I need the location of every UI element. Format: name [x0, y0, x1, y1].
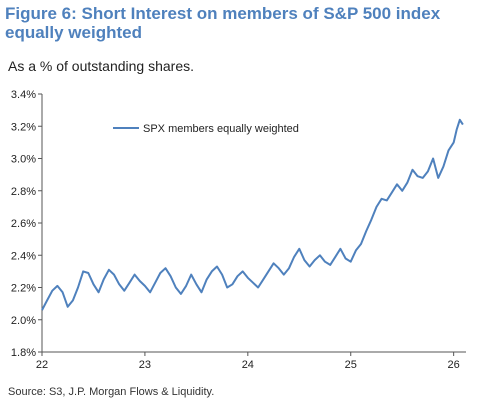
x-tick-label: 22: [36, 359, 48, 371]
figure-title: Figure 6: Short Interest on members of S…: [5, 4, 441, 42]
y-tick-label: 2.4%: [11, 250, 36, 262]
y-tick-label: 3.4%: [11, 89, 36, 101]
figure-subtitle: As a % of outstanding shares.: [8, 58, 194, 74]
y-tick-label: 2.0%: [11, 315, 36, 327]
y-tick-label: 3.2%: [11, 121, 36, 133]
x-axis-ticks: 22 23 24 25 26: [36, 352, 460, 371]
y-tick-label: 2.2%: [11, 283, 36, 295]
chart-legend: SPX members equally weighted: [113, 123, 299, 135]
x-tick-label: 24: [242, 359, 254, 371]
x-tick-label: 26: [448, 359, 460, 371]
series-line: [41, 118, 464, 311]
y-tick-label: 2.6%: [11, 218, 36, 230]
line-chart: 1.8%2.0%2.2%2.4%2.6%2.8%3.0%3.2%3.4% 22 2…: [11, 89, 466, 371]
y-tick-label: 1.8%: [11, 347, 36, 359]
x-tick-label: 23: [139, 359, 151, 371]
y-tick-label: 2.8%: [11, 186, 36, 198]
legend-label: SPX members equally weighted: [143, 123, 299, 135]
x-tick-label: 25: [345, 359, 357, 371]
y-tick-label: 3.0%: [11, 154, 36, 166]
source-note: Source: S3, J.P. Morgan Flows & Liquidit…: [8, 386, 215, 398]
chart-series: [41, 118, 464, 311]
y-axis-ticks: 1.8% 2.0% 2.2% 2.4% 2.6% 2.8% 3.0% 3.2% 3.4%: [11, 89, 42, 359]
